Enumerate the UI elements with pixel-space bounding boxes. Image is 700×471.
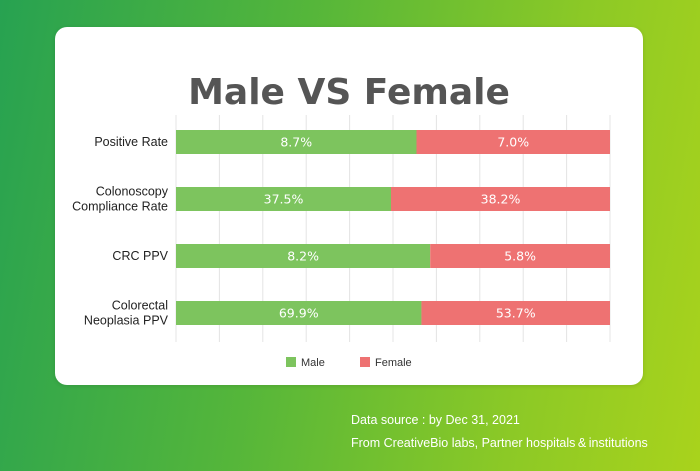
male-value-label: 37.5% (264, 192, 304, 207)
data-origin-note: From CreativeBio labs, Partner hospitals… (351, 436, 648, 450)
female-value-label: 53.7% (496, 306, 536, 321)
female-value-label: 7.0% (497, 135, 529, 150)
male-value-label: 8.2% (287, 249, 319, 264)
category-label: Positive Rate (94, 135, 168, 149)
female-value-label: 38.2% (481, 192, 521, 207)
male-bar (176, 301, 422, 325)
female-value-label: 5.8% (504, 249, 536, 264)
category-label: Compliance Rate (72, 200, 168, 214)
legend-label: Male (301, 357, 325, 369)
male-bar (176, 244, 431, 268)
legend-swatch (360, 357, 370, 367)
female-bar (421, 301, 610, 325)
category-label: CRC PPV (112, 249, 168, 263)
male-value-label: 69.9% (279, 306, 319, 321)
male-value-label: 8.7% (280, 135, 312, 150)
male-bar (176, 187, 391, 211)
female-bar (416, 130, 610, 154)
legend-label: Female (375, 357, 412, 369)
female-bar (390, 187, 610, 211)
male-bar (176, 130, 417, 154)
data-source-note: Data source : by Dec 31, 2021 (351, 413, 520, 427)
category-label: Neoplasia PPV (84, 314, 169, 328)
chart-card: Male VS Female Positive Rate 8.7% 7.0% Colo… (55, 27, 643, 385)
stacked-bar-chart: Positive Rate 8.7% 7.0% ColonoscopyComplian… (72, 115, 611, 369)
category-label: Colorectal (112, 299, 168, 313)
legend-swatch (286, 357, 296, 367)
category-label: Colonoscopy (96, 185, 169, 199)
chart-title: Male VS Female (188, 72, 510, 113)
female-bar (430, 244, 610, 268)
